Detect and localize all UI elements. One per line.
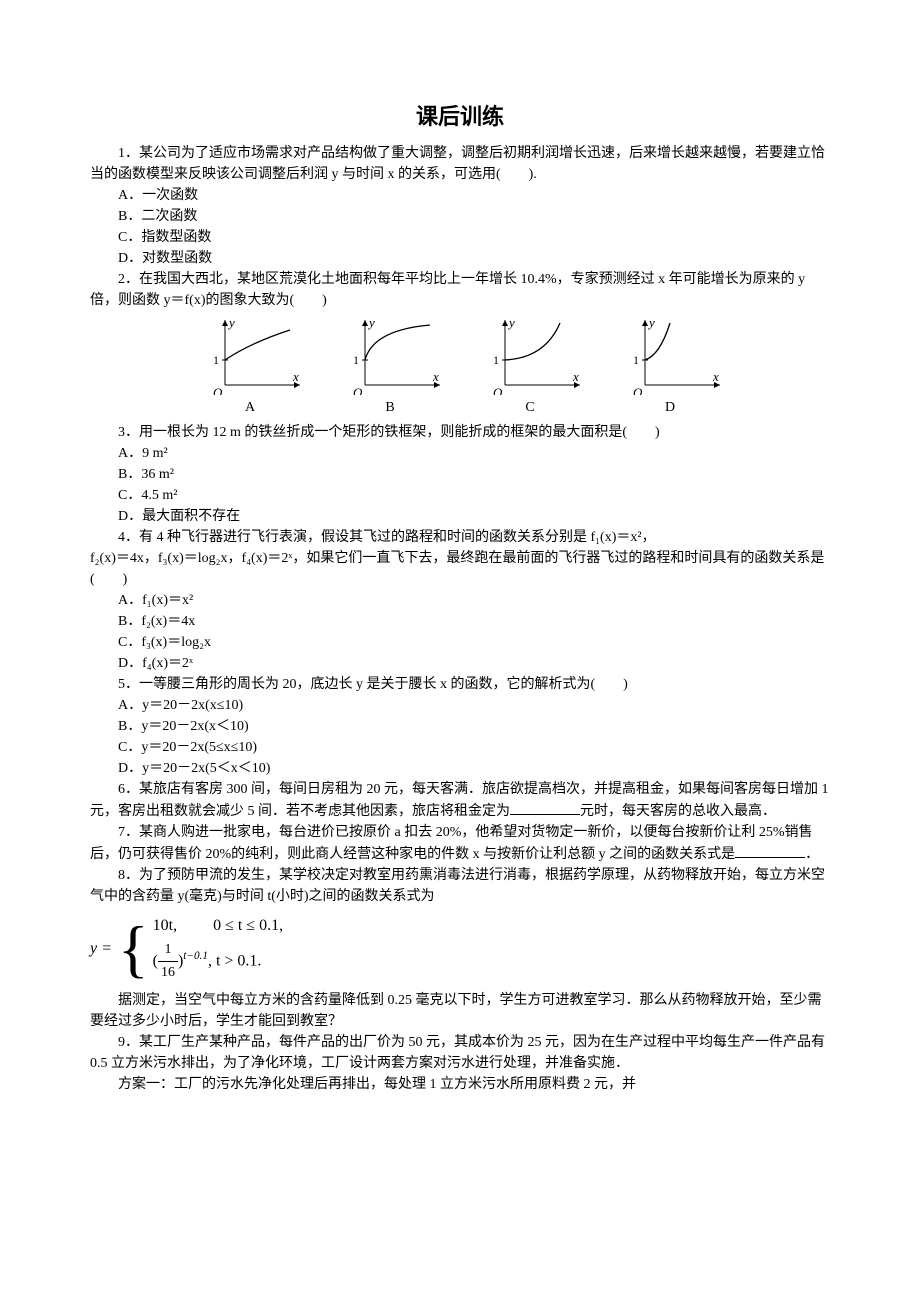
svg-text:O: O [493,385,503,395]
q4-stem1: 4．有 4 种飞行器进行飞行表演，假设其飞过的路程和时间的函数关系分别是 f₁(… [90,527,830,548]
svg-text:1: 1 [493,353,499,367]
q1-stem: 1．某公司为了适应市场需求对产品结构做了重大调整，调整后初期利润增长迅速，后来增… [90,143,830,185]
tick-1: 1 [213,353,219,367]
q2-stem: 2．在我国大西北，某地区荒漠化土地面积每年平均比上一年增长 10.4%，专家预测… [90,269,830,311]
svg-text:O: O [633,385,643,395]
q7: 7．某商人购进一批家电，每台进价已按原价 a 扣去 20%，他希望对货物定一新价… [90,822,830,865]
svg-text:y: y [367,315,375,330]
q6-text2: 元时，每天客房的总收入最高． [580,804,776,819]
q8-tail: 据测定，当空气中每立方米的含药量降低到 0.25 毫克以下时，学生方可进教室学习… [90,990,830,1032]
q1-opt-d: D．对数型函数 [90,248,830,269]
q3-opt-d: D．最大面积不存在 [90,506,830,527]
q5-opt-c: C．y＝20－2x(5≤x≤10) [90,737,830,758]
q5-stem: 5．一等腰三角形的周长为 20，底边长 y 是关于腰长 x 的函数，它的解析式为… [90,674,830,695]
svg-text:x: x [432,369,439,384]
chart-d-label: D [610,397,730,418]
q5-opt-a: A．y＝20－2x(x≤10) [90,695,830,716]
q9-p2: 方案一：工厂的污水先净化处理后再排出，每处理 1 立方米污水所用原料费 2 元，… [90,1074,830,1095]
q1-opt-c: C．指数型函数 [90,227,830,248]
svg-text:O: O [353,385,363,395]
q3-opt-b: B．36 m² [90,464,830,485]
q8-formula: y = { 10t, 0 ≤ t ≤ 0.1, (116)t−0.1, t > … [90,913,830,984]
q7-text2: ． [805,847,819,862]
svg-text:1: 1 [633,353,639,367]
svg-text:y: y [647,315,655,330]
chart-a: y x O 1 A [190,315,310,418]
q4-opt-b: B．f₂(x)＝4x [90,611,830,632]
chart-b-label: B [330,397,450,418]
svg-text:x: x [712,369,719,384]
q7-text1: 7．某商人购进一批家电，每台进价已按原价 a 扣去 20%，他希望对货物定一新价… [90,825,813,862]
origin-label: O [213,385,223,395]
chart-d: y x O 1 D [610,315,730,418]
q7-blank [735,843,805,858]
q1-opt-a: A．一次函数 [90,185,830,206]
q8-case2-tail: , t > 0.1. [208,952,261,969]
q4-opt-a: A．f₁(x)＝x² [90,590,830,611]
q5-opt-d: D．y＝20－2x(5＜x＜10) [90,758,830,779]
q6: 6．某旅店有客房 300 间，每间日房租为 20 元，每天客满．旅店欲提高档次，… [90,779,830,822]
q4-opt-d: D．f₄(x)＝2ˣ [90,653,830,674]
q8-exp: t−0.1 [183,950,208,962]
q6-blank [510,800,580,815]
q8-case1-right: 0 ≤ t ≤ 0.1, [213,917,283,934]
q8-case1-left: 10t, [153,917,177,934]
chart-c: y x O 1 C [470,315,590,418]
chart-a-label: A [190,397,310,418]
q3-opt-c: C．4.5 m² [90,485,830,506]
chart-c-label: C [470,397,590,418]
q8-stem: 8．为了预防甲流的发生，某学校决定对教室用药熏消毒法进行消毒，根据药学原理，从药… [90,865,830,907]
q2-charts: y x O 1 A y x O 1 B [90,315,830,418]
axis-x-label: x [292,369,299,384]
brace-icon: { [118,917,149,981]
axis-y-label: y [227,315,235,330]
q8-lhs: y = [90,937,112,961]
svg-text:x: x [572,369,579,384]
q1-opt-b: B．二次函数 [90,206,830,227]
q3-opt-a: A．9 m² [90,443,830,464]
q4-opt-c: C．f₃(x)＝log₂x [90,632,830,653]
q4-stem2: f₂(x)＝4x，f₃(x)＝log₂x，f₄(x)＝2ˣ，如果它们一直飞下去，… [90,548,830,590]
chart-b: y x O 1 B [330,315,450,418]
svg-text:y: y [507,315,515,330]
q9-p1: 9．某工厂生产某种产品，每件产品的出厂价为 50 元，其成本价为 25 元，因为… [90,1032,830,1074]
q5-opt-b: B．y＝20－2x(x＜10) [90,716,830,737]
page-title: 课后训练 [90,100,830,133]
q3-stem: 3．用一根长为 12 m 的铁丝折成一个矩形的铁框架，则能折成的框架的最大面积是… [90,422,830,443]
svg-text:1: 1 [353,353,359,367]
q8-frac-num: 1 [158,939,178,962]
q8-frac-den: 16 [158,962,178,984]
